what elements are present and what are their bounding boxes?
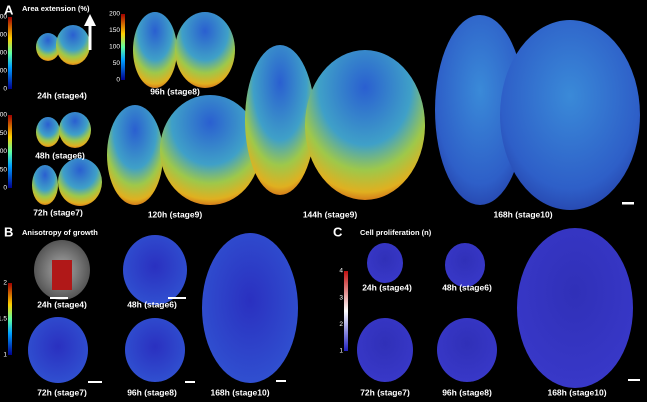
panel-title: Area extension (%) bbox=[22, 4, 90, 13]
colorbar-tick-label: 1.5 bbox=[0, 316, 7, 323]
colorbar-tick-label: 1 bbox=[339, 348, 343, 355]
colorbar bbox=[8, 115, 12, 188]
colorbar-tick-label: 150 bbox=[109, 27, 120, 34]
colorbar-tick-label: 0 bbox=[3, 185, 7, 192]
panel-c-images bbox=[357, 228, 640, 388]
colorbar-tick-label: 0 bbox=[116, 77, 120, 84]
colorbar bbox=[8, 283, 12, 355]
colorbar-tick-label: 4 bbox=[339, 268, 343, 275]
stage-label: 168h (stage10) bbox=[547, 387, 606, 397]
panel-letter: C bbox=[333, 224, 343, 239]
stage-label: 96h (stage8) bbox=[442, 387, 492, 397]
panel-letter: A bbox=[4, 2, 14, 17]
colorbar-tick-label: 300 bbox=[0, 32, 7, 39]
colorbar-tick-label: 200 bbox=[0, 112, 7, 119]
colorbar-tick-label: 1 bbox=[3, 352, 7, 359]
colorbar-tick-label: 0 bbox=[3, 86, 7, 93]
panel-letter: B bbox=[4, 224, 13, 239]
stage-label: 48h (stage6) bbox=[442, 282, 492, 292]
colorbar-tick-label: 50 bbox=[113, 60, 121, 67]
stage-label: 144h (stage9) bbox=[303, 209, 357, 219]
stage-label: 72h (stage7) bbox=[37, 387, 87, 397]
colorbar-tick-label: 2 bbox=[3, 280, 7, 287]
stage-label: 168h (stage10) bbox=[493, 209, 552, 219]
colorbar-tick-label: 100 bbox=[109, 44, 120, 51]
stage-label: 96h (stage8) bbox=[150, 86, 200, 96]
colorbar-tick-label: 3 bbox=[339, 294, 343, 301]
colorbar bbox=[344, 271, 348, 351]
stage-label: 24h (stage4) bbox=[362, 282, 412, 292]
stage-label: 24h (stage4) bbox=[37, 90, 87, 100]
stage-label: 48h (stage6) bbox=[127, 299, 177, 309]
colorbar-tick-label: 150 bbox=[0, 130, 7, 137]
colorbar-tick-label: 200 bbox=[109, 11, 120, 18]
stage-label: 72h (stage7) bbox=[33, 207, 83, 217]
colorbar-tick-label: 2 bbox=[339, 321, 343, 328]
stage-label: 120h (stage9) bbox=[148, 209, 202, 219]
panel-title: Anisotropy of growth bbox=[22, 228, 98, 237]
colorbar-tick-label: 50 bbox=[0, 166, 7, 173]
stage-label: 24h (stage4) bbox=[37, 299, 87, 309]
colorbar-tick-label: 100 bbox=[0, 68, 7, 75]
panel-title: Cell proliferation (n) bbox=[360, 228, 432, 237]
stage-label: 96h (stage8) bbox=[127, 387, 177, 397]
stage-label: 168h (stage10) bbox=[210, 387, 269, 397]
panel-a-images bbox=[32, 12, 640, 210]
stage-label: 48h (stage6) bbox=[35, 150, 85, 160]
colorbar bbox=[121, 14, 125, 80]
colorbar-tick-label: 200 bbox=[0, 50, 7, 57]
panel-b-images bbox=[28, 233, 298, 383]
colorbar-tick-label: 100 bbox=[0, 148, 7, 155]
colorbar-tick-label: 400 bbox=[0, 14, 7, 21]
colorbar bbox=[8, 17, 12, 89]
stage-label: 72h (stage7) bbox=[360, 387, 410, 397]
